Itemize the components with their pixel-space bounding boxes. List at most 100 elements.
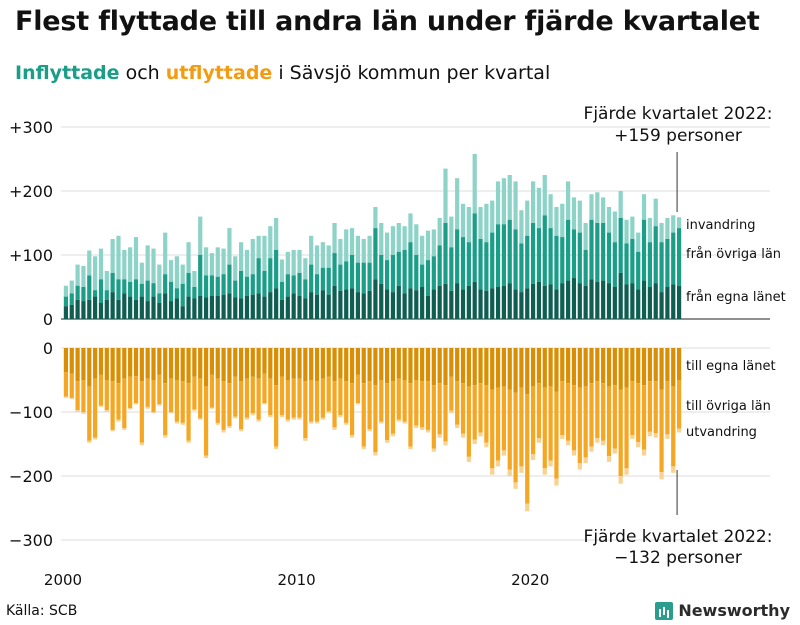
- bar-in-ovriga-86: [566, 219, 571, 281]
- bar-out-egna-32: [250, 348, 255, 377]
- bar-out-ovriga-82: [542, 387, 547, 469]
- bar-out-egna-46: [332, 348, 337, 382]
- bar-out-egna-15: [151, 348, 156, 380]
- bar-out-ovriga-42: [309, 380, 314, 422]
- x-tick-2020: 2020: [511, 571, 549, 589]
- bar-out-ovriga-93: [606, 386, 612, 457]
- bar-out-ovriga-10: [122, 378, 127, 428]
- bar-in-ovriga-56: [390, 255, 396, 293]
- bar-out-egna-47: [338, 348, 343, 379]
- bar-out-egna-98: [636, 348, 641, 384]
- bar-in-ovriga-99: [641, 219, 647, 281]
- bar-out-utvandring-7: [104, 410, 109, 412]
- bar-out-utvandring-39: [291, 417, 296, 420]
- bar-out-utvandring-77: [513, 482, 518, 489]
- annotations: Fjärde kvartalet 2022:+159 personerFjärd…: [584, 104, 773, 568]
- bar-out-utvandring-15: [151, 412, 156, 414]
- bar-in-invandring-7: [104, 271, 109, 291]
- bar-in-ovriga-91: [595, 223, 600, 282]
- bar-out-egna-91: [595, 348, 600, 382]
- bar-in-invandring-71: [478, 207, 483, 239]
- bar-out-ovriga-21: [186, 383, 191, 441]
- bar-out-utvandring-57: [396, 419, 401, 422]
- bar-in-invandring-19: [174, 256, 179, 289]
- bar-in-invandring-13: [139, 262, 144, 284]
- bar-out-utvandring-33: [256, 419, 261, 422]
- bar-in-invandring-63: [431, 229, 436, 257]
- bar-in-invandring-62: [425, 230, 431, 261]
- bar-in-ovriga-84: [554, 235, 559, 290]
- bar-out-utvandring-64: [437, 434, 442, 438]
- bar-in-egna-88: [577, 283, 582, 319]
- bar-in-ovriga-74: [495, 224, 501, 287]
- bar-in-invandring-37: [279, 259, 285, 282]
- bar-out-egna-21: [186, 348, 191, 384]
- bar-in-ovriga-50: [355, 262, 361, 293]
- bar-out-ovriga-72: [484, 385, 489, 443]
- bar-out-utvandring-47: [338, 415, 343, 418]
- bar-in-invandring-29: [233, 256, 238, 281]
- bar-in-invandring-30: [239, 242, 244, 271]
- bar-in-invandring-40: [297, 249, 302, 273]
- bar-in-invandring-58: [402, 226, 407, 250]
- bar-in-egna-49: [349, 288, 355, 319]
- bar-out-egna-2: [75, 348, 80, 382]
- bar-in-invandring-8: [110, 239, 115, 273]
- bar-in-invandring-86: [566, 181, 571, 220]
- bar-in-egna-68: [460, 289, 466, 319]
- bar-in-ovriga-11: [128, 281, 133, 297]
- bar-out-utvandring-59: [408, 446, 413, 450]
- bar-in-ovriga-24: [203, 275, 209, 298]
- bar-in-invandring-35: [268, 226, 273, 259]
- bar-in-egna-66: [449, 290, 454, 319]
- bar-in-egna-25: [209, 295, 215, 319]
- bar-in-invandring-25: [209, 253, 215, 276]
- bar-in-invandring-42: [309, 235, 314, 265]
- bar-out-utvandring-5: [93, 437, 98, 440]
- bar-in-egna-23: [198, 295, 203, 319]
- bar-out-utvandring-76: [507, 469, 512, 476]
- bar-in-egna-53: [373, 279, 378, 319]
- bar-in-ovriga-78: [519, 243, 524, 293]
- bar-out-utvandring-20: [180, 422, 185, 425]
- bar-out-utvandring-99: [641, 449, 647, 456]
- bar-out-egna-37: [279, 348, 285, 377]
- brand-name: Newsworthy: [678, 601, 790, 620]
- bar-in-egna-64: [437, 285, 442, 319]
- bar-out-ovriga-41: [303, 381, 308, 439]
- brand[interactable]: Newsworthy: [655, 601, 790, 620]
- bar-in-egna-20: [180, 306, 185, 319]
- bar-in-ovriga-13: [139, 283, 144, 297]
- bar-out-ovriga-13: [139, 381, 144, 443]
- bar-in-invandring-65: [443, 168, 448, 223]
- bar-in-invandring-66: [449, 216, 454, 248]
- bar-in-invandring-50: [355, 235, 361, 263]
- annotation-bottom-line2: −132 personer: [614, 548, 742, 568]
- bar-out-utvandring-30: [239, 429, 244, 432]
- bar-in-egna-79: [525, 288, 530, 319]
- bar-in-egna-37: [279, 299, 285, 319]
- bar-out-ovriga-26: [215, 378, 220, 423]
- bar-in-egna-56: [390, 292, 396, 319]
- bar-out-utvandring-6: [98, 405, 104, 407]
- bar-in-invandring-39: [291, 249, 296, 276]
- bar-out-utvandring-1: [69, 397, 74, 400]
- bar-out-utvandring-60: [414, 425, 419, 428]
- bar-out-ovriga-101: [653, 381, 658, 434]
- bar-in-ovriga-46: [332, 253, 337, 286]
- source-note: Källa: SCB: [6, 603, 78, 619]
- bar-out-egna-100: [647, 348, 652, 382]
- bar-in-ovriga-1: [69, 293, 74, 305]
- y-tick-out-0: 0: [43, 339, 53, 358]
- bar-in-ovriga-0: [63, 296, 69, 307]
- annotation-top-line1: Fjärde kvartalet 2022:: [584, 104, 773, 124]
- bar-out-ovriga-61: [420, 381, 425, 428]
- bar-in-ovriga-95: [618, 217, 623, 273]
- bar-out-ovriga-35: [268, 378, 273, 416]
- bar-in-invandring-31: [244, 249, 250, 277]
- bar-in-egna-59: [408, 288, 413, 319]
- bar-in-ovriga-51: [361, 262, 366, 294]
- label-in-ovriga: från övriga län: [686, 247, 781, 262]
- bar-out-egna-73: [490, 348, 495, 390]
- bar-out-utvandring-80: [530, 454, 536, 460]
